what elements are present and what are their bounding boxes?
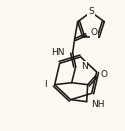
Text: HN: HN (51, 48, 65, 57)
Text: O: O (91, 28, 98, 37)
Text: NH: NH (91, 100, 104, 109)
Text: N: N (81, 62, 87, 71)
Text: I: I (44, 80, 47, 89)
Text: O: O (101, 70, 108, 79)
Text: S: S (88, 7, 94, 17)
